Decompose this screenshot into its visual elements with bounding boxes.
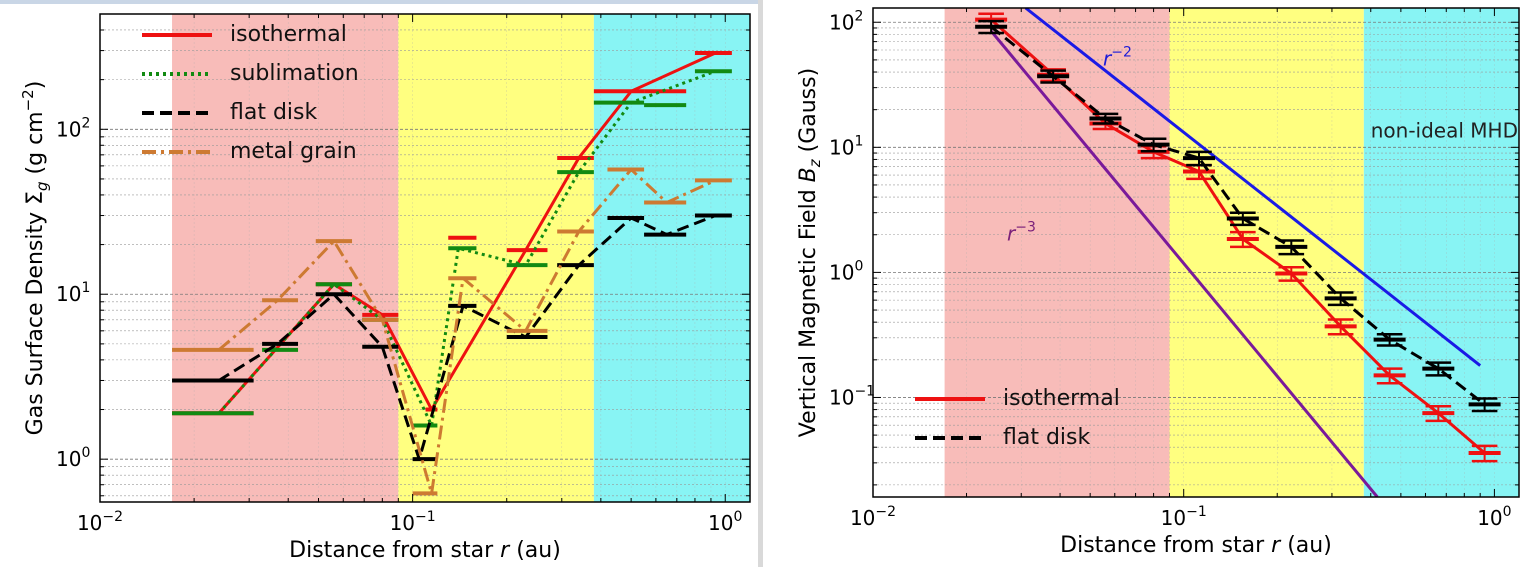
y-tick-label: 100 bbox=[829, 258, 863, 284]
data-point bbox=[1137, 137, 1170, 153]
data-point bbox=[1324, 318, 1357, 336]
annotation-rminus3: r−3 bbox=[1007, 219, 1036, 245]
series-flat-disk bbox=[975, 19, 1501, 413]
data-point bbox=[1275, 239, 1308, 256]
x-tick-label: 10−1 bbox=[1161, 504, 1207, 530]
y-tick-label: 101 bbox=[56, 280, 90, 306]
series-metal-grain bbox=[172, 167, 732, 496]
reference-line-r-3 bbox=[989, 30, 1379, 497]
series-flat-disk bbox=[172, 213, 732, 462]
panel-separator bbox=[758, 0, 763, 567]
legend: isothermal flat disk bbox=[915, 386, 1120, 450]
data-point bbox=[1089, 112, 1122, 125]
legend-item-flat-disk: flat disk bbox=[915, 425, 1090, 450]
y-axis-label: Gas Surface Density Σg (g cm−2) bbox=[19, 81, 51, 436]
x-tick-label: 10−1 bbox=[390, 509, 436, 535]
x-tick-label: 10−2 bbox=[77, 509, 123, 535]
y-tick-label: 10−1 bbox=[829, 383, 875, 409]
data-point bbox=[975, 19, 1008, 35]
legend-item-isothermal: isothermal bbox=[142, 22, 347, 47]
x-tick-label: 100 bbox=[708, 509, 742, 535]
y-tick-label: 101 bbox=[829, 133, 863, 159]
legend-item-metal-grain: metal grain bbox=[142, 139, 357, 164]
region-band-3 bbox=[1363, 8, 1519, 497]
region-band-2 bbox=[1169, 8, 1364, 497]
window-top-strip bbox=[0, 0, 758, 4]
y-tick-label: 102 bbox=[56, 115, 90, 141]
legend-label: isothermal bbox=[1003, 386, 1120, 411]
gas-surface-density-chart: 10−2 10−1 100 100 101 102 Distance from star r… bbox=[19, 13, 751, 563]
legend-item-flat-disk: flat disk bbox=[142, 100, 317, 125]
data-point bbox=[1226, 230, 1259, 249]
x-tick-label: 100 bbox=[1477, 504, 1511, 530]
data-point bbox=[1373, 367, 1406, 385]
legend-item-isothermal: isothermal bbox=[915, 386, 1120, 411]
data-point bbox=[1422, 361, 1455, 377]
y-tick-label: 102 bbox=[829, 8, 863, 34]
plot-frame bbox=[99, 13, 751, 503]
legend-label: sublimation bbox=[230, 61, 359, 86]
x-axis-label: Distance from star r (au) bbox=[1060, 533, 1332, 558]
data-point bbox=[1226, 211, 1259, 227]
legend-label: isothermal bbox=[230, 22, 347, 47]
data-point bbox=[1324, 291, 1357, 307]
region-band-3 bbox=[593, 14, 750, 502]
series-line-flat-disk bbox=[990, 25, 1486, 406]
legend-label: flat disk bbox=[230, 100, 317, 125]
data-point bbox=[1422, 405, 1455, 423]
x-tick-label: 10−2 bbox=[850, 504, 896, 530]
legend: isothermal sublimation flat disk metal grai… bbox=[142, 22, 359, 164]
data-point bbox=[1275, 265, 1308, 282]
y-tick-label: 100 bbox=[56, 445, 90, 471]
data-point bbox=[1037, 69, 1070, 84]
legend-label: flat disk bbox=[1003, 425, 1090, 450]
region-band-1 bbox=[172, 14, 399, 502]
x-axis-label: Distance from star r (au) bbox=[289, 538, 561, 563]
data-point bbox=[1373, 333, 1406, 347]
annotation-rminus2: r−2 bbox=[1103, 45, 1132, 71]
reference-line-r-2 bbox=[1024, 8, 1482, 367]
y-axis-label: Vertical Magnetic Field Bz (Gauss) bbox=[796, 68, 824, 437]
legend-label: metal grain bbox=[230, 139, 357, 164]
plot-frame bbox=[872, 7, 1520, 498]
data-point bbox=[1468, 444, 1501, 463]
magnetic-field-chart: r−2 r−3 non-ideal MHD 10−2 10−1 100 10−1 100 101… bbox=[796, 7, 1520, 558]
region-band-1 bbox=[944, 8, 1170, 497]
annotation-non-ideal-mhd: non-ideal MHD bbox=[1371, 118, 1518, 142]
legend-item-sublimation: sublimation bbox=[142, 61, 359, 86]
data-point bbox=[1182, 150, 1215, 167]
data-point bbox=[1468, 397, 1501, 413]
series-line-sublimation bbox=[217, 69, 716, 428]
